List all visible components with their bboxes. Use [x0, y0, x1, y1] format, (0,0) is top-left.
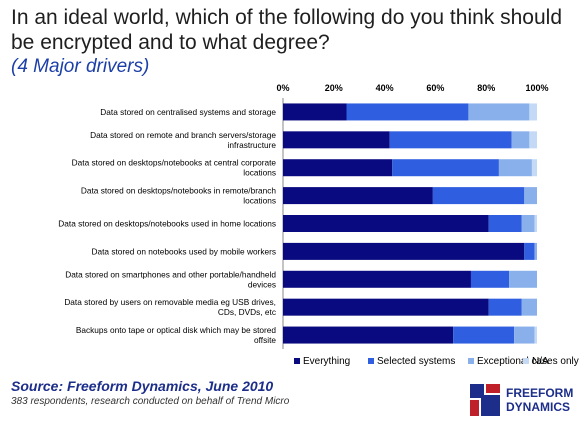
bar-segment: [283, 298, 489, 316]
category-label: Data stored on desktops/notebooks in rem…: [81, 186, 276, 196]
bar-segment: [534, 326, 537, 344]
stacked-bar-chart: 0% 20% 40% 60% 80% 100% Data stored on central…: [58, 83, 578, 367]
bar-segment: [283, 242, 525, 260]
bar-segment: [509, 270, 537, 288]
bar-segment: [283, 270, 471, 288]
legend-swatch: [294, 358, 300, 364]
logo-text-line1: FREEFORM: [506, 386, 574, 400]
bar-segment: [283, 131, 390, 149]
logo-text-line2: DYNAMICS: [506, 400, 571, 414]
category-label: devices: [248, 279, 276, 289]
x-tick-label: 40%: [376, 83, 394, 93]
bar-segment: [488, 298, 522, 316]
bar-segment: [529, 131, 537, 149]
bar-segment: [534, 215, 537, 232]
category-label: infrastructure: [228, 140, 277, 150]
category-label: Data stored on remote and branch servers…: [90, 130, 276, 140]
bar-segment: [529, 103, 537, 121]
bar-segment: [470, 270, 510, 288]
x-tick-label: 100%: [525, 83, 548, 93]
bar-segment: [283, 326, 454, 344]
bar-segment: [498, 159, 532, 177]
freeform-dynamics-logo: FREEFORM DYNAMICS: [470, 384, 574, 420]
category-label: Data stored on smartphones and other por…: [65, 269, 276, 279]
category-label: Data stored by users on removable media …: [64, 297, 276, 307]
category-label: Backups onto tape or optical disk which …: [76, 325, 277, 335]
chart-subtitle: (4 Major drivers): [11, 56, 150, 77]
legend-label: Everything: [303, 356, 350, 367]
legend-swatch: [523, 358, 529, 364]
bar-segment: [283, 187, 433, 205]
chart-title: In an ideal world, which of the followin…: [11, 6, 563, 54]
category-label: Data stored on desktops/notebooks used i…: [58, 219, 276, 229]
bar-segment: [453, 326, 515, 344]
bar-segment: [392, 159, 499, 177]
bar-segment: [389, 131, 512, 149]
legend-label: Selected systems: [377, 356, 455, 367]
bar-segment: [514, 326, 535, 344]
x-tick-label: 20%: [325, 83, 343, 93]
bar-segment: [531, 159, 537, 177]
bar-segment: [521, 215, 535, 232]
bar-segment: [534, 242, 537, 260]
bar-segment: [468, 103, 530, 121]
bar-segment: [283, 215, 489, 232]
logo-mark-icon: [470, 384, 500, 418]
category-label: locations: [243, 196, 276, 206]
source-label: Source: Freeform Dynamics, June 2010: [11, 378, 274, 394]
category-label: locations: [243, 168, 276, 178]
category-label: Data stored on notebooks used by mobile …: [92, 246, 276, 256]
x-tick-label: 80%: [477, 83, 495, 93]
bar-segment: [511, 131, 530, 149]
category-label: CDs, DVDs, etc: [218, 307, 276, 317]
legend-swatch: [468, 358, 474, 364]
category-label: offsite: [254, 335, 276, 345]
respondents-note: 383 respondents, research conducted on b…: [11, 396, 290, 407]
x-tick-label: 60%: [426, 83, 444, 93]
bar-segment: [346, 103, 469, 121]
bar-segment: [488, 215, 522, 232]
bar-segment: [283, 103, 347, 121]
bar-segment: [524, 242, 535, 260]
legend-swatch: [368, 358, 374, 364]
bar-segment: [524, 187, 537, 205]
category-label: Data stored on centralised systems and s…: [100, 107, 276, 117]
legend-label: N/A: [532, 356, 549, 367]
bar-segment: [521, 298, 537, 316]
bar-segment: [432, 187, 525, 205]
x-tick-label: 0%: [276, 83, 289, 93]
bar-segment: [283, 159, 393, 177]
category-label: Data stored on desktops/notebooks at cen…: [72, 158, 277, 168]
